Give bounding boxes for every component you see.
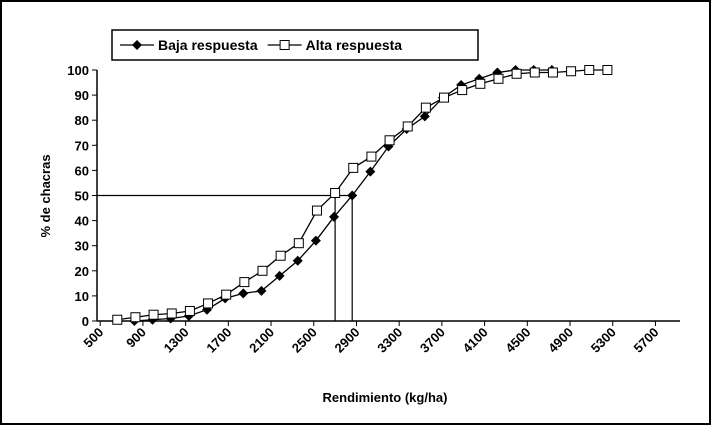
y-tick-label: 30	[75, 239, 89, 254]
legend-label: Alta respuesta	[306, 37, 403, 53]
point	[457, 85, 468, 96]
point	[239, 277, 250, 288]
point	[402, 121, 413, 132]
point	[366, 151, 377, 162]
point	[493, 73, 504, 84]
point	[384, 135, 395, 146]
point	[511, 68, 522, 79]
point	[148, 309, 159, 320]
point	[130, 312, 141, 323]
point	[311, 205, 322, 216]
point	[166, 308, 177, 319]
point	[365, 166, 376, 177]
y-tick-label: 10	[75, 289, 89, 304]
point	[347, 190, 358, 201]
point	[275, 250, 286, 261]
x-axis-title: Rendimiento (kg/ha)	[323, 390, 448, 405]
point	[112, 314, 123, 325]
point	[329, 211, 340, 222]
point	[584, 65, 595, 75]
point	[184, 305, 195, 316]
y-tick-label: 90	[75, 88, 89, 103]
y-tick-label: 100	[67, 63, 89, 78]
point	[475, 78, 486, 89]
point	[420, 102, 431, 113]
point	[566, 66, 577, 77]
y-tick-label: 60	[75, 163, 89, 178]
point	[238, 288, 249, 299]
point	[419, 111, 430, 122]
point	[348, 162, 359, 173]
point	[293, 238, 304, 249]
point	[602, 65, 613, 75]
point	[274, 270, 285, 281]
legend-marker	[132, 40, 142, 50]
y-tick-label: 70	[75, 138, 89, 153]
y-tick-label: 20	[75, 264, 89, 279]
point	[257, 265, 268, 276]
y-axis-title: % de chacras	[38, 154, 53, 237]
y-tick-label: 0	[82, 314, 89, 329]
point	[529, 67, 540, 78]
point	[221, 289, 232, 300]
y-tick-label: 50	[75, 189, 89, 204]
y-tick-label: 80	[75, 113, 89, 128]
point	[439, 92, 450, 103]
point	[203, 298, 214, 309]
series-line	[117, 69, 608, 321]
point	[330, 187, 341, 198]
y-tick-label: 40	[75, 214, 89, 229]
legend-label: Baja respuesta	[158, 37, 258, 53]
point	[256, 285, 267, 296]
point	[547, 67, 558, 78]
point	[292, 255, 303, 266]
point	[310, 235, 321, 246]
legend-marker	[279, 40, 290, 50]
